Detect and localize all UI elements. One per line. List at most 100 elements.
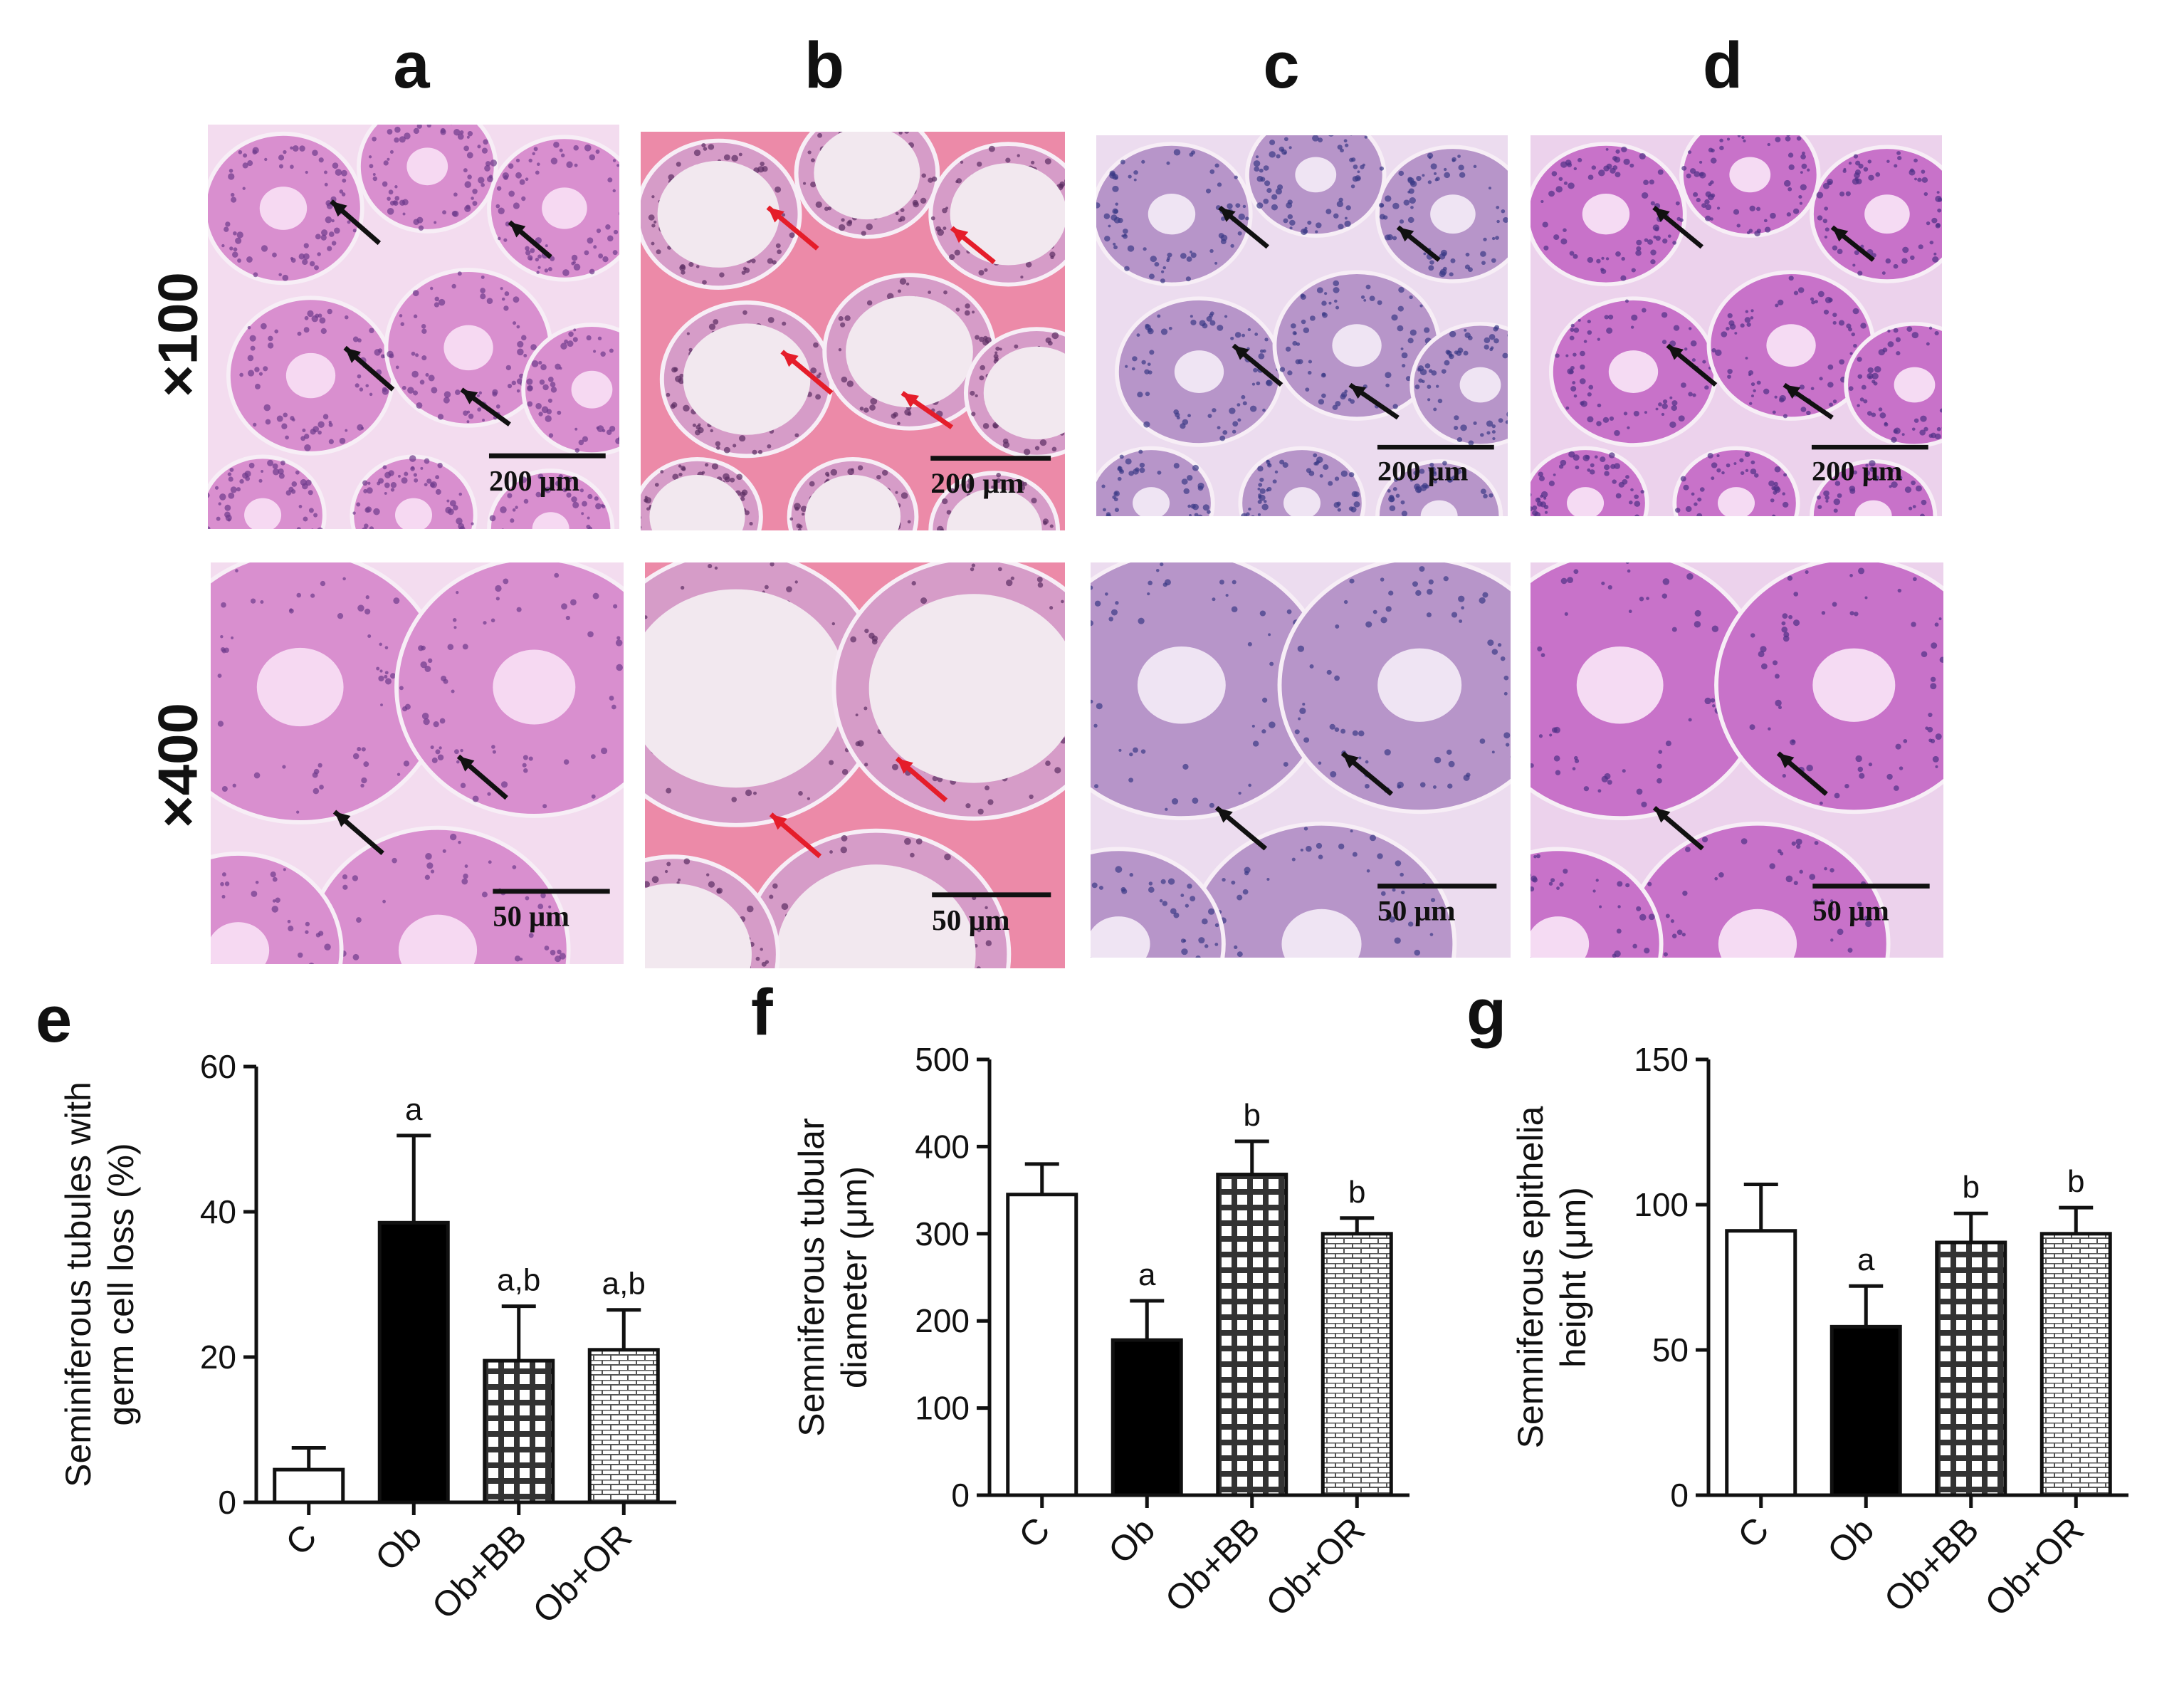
x-tick-label: Ob+BB: [1157, 1509, 1268, 1620]
scale-bar-label: 50 μm: [1812, 895, 1889, 927]
y-tick-label: 150: [1634, 1041, 1689, 1078]
x-tick-label: Ob: [367, 1517, 429, 1578]
bar-chart-f: 0 100 200 300 400 500 Semniferous tubulardiame…: [733, 1004, 1452, 1666]
micrograph-d-x400: 50 μm: [1531, 562, 1943, 958]
significance-label: a: [1138, 1257, 1156, 1292]
significance-label: b: [1244, 1098, 1261, 1133]
tissue-tubules: [641, 132, 1065, 530]
bar-Ob+BB: [1935, 1240, 2007, 1497]
arrow-icons: [330, 199, 552, 426]
x-tick-label: Ob+OR: [1978, 1509, 2091, 1623]
bar-Ob+OR: [2039, 1232, 2112, 1497]
arrow-icons: [1652, 206, 1875, 420]
tissue-tubules: [1091, 562, 1511, 958]
column-letter-a: a: [393, 29, 430, 102]
bar-C: [1725, 1229, 1797, 1497]
tissue-tubules: [645, 562, 1065, 968]
micrograph-c-x100: 200 μm: [1096, 135, 1508, 516]
bar-C: [273, 1467, 345, 1504]
micrograph-c-x400: 50 μm: [1091, 562, 1511, 958]
x-tick-label: C: [1730, 1509, 1776, 1556]
scale-bar: 200 μm: [1811, 444, 1928, 486]
arrow-icons: [1652, 751, 1828, 851]
scale-bar: 50 μm: [932, 892, 1051, 936]
y-tick-label: 400: [915, 1128, 970, 1165]
y-tick-label: 0: [218, 1484, 236, 1521]
y-axis-label: Semniferous epitheliaheight (μm): [1511, 1106, 1593, 1448]
bar-Ob+OR: [1321, 1232, 1393, 1497]
row-label-x400: ×400: [146, 703, 209, 828]
y-tick-label: 40: [200, 1193, 236, 1230]
x-tick-label: Ob+OR: [525, 1517, 639, 1630]
significance-label: b: [2067, 1164, 2084, 1199]
scale-bar-label: 50 μm: [1377, 895, 1455, 926]
scale-bar: 50 μm: [1812, 884, 1930, 927]
y-tick-label: 500: [915, 1041, 970, 1078]
bar-Ob+BB: [483, 1358, 555, 1504]
column-letter-c: c: [1263, 29, 1300, 102]
scale-bar-label: 200 μm: [930, 466, 1024, 498]
x-tick-label: C: [1011, 1509, 1057, 1556]
arrow-icons: [769, 756, 948, 859]
scale-bar: 50 μm: [493, 889, 610, 933]
x-tick-label: Ob+BB: [1876, 1509, 1987, 1620]
arrow-icons: [766, 205, 996, 429]
x-tick-label: Ob: [1101, 1509, 1162, 1571]
x-tick-label: Ob+BB: [424, 1517, 535, 1627]
scale-bar: 50 μm: [1377, 884, 1497, 926]
y-tick-label: 20: [200, 1339, 236, 1376]
micrograph-a-x100: 200 μm: [208, 125, 619, 529]
bar-Ob+BB: [1216, 1173, 1288, 1497]
significance-label: a,b: [602, 1267, 646, 1302]
tissue-tubules: [211, 562, 624, 964]
arrow-icons: [1214, 751, 1394, 851]
y-tick-label: 300: [915, 1215, 970, 1252]
column-letter-d: d: [1702, 29, 1743, 102]
y-tick-label: 60: [200, 1048, 236, 1085]
bar-Ob+OR: [587, 1348, 660, 1504]
bar-chart-e: 0 20 40 60 Seminiferous tubules withgerm cel…: [0, 1011, 733, 1666]
y-tick-label: 100: [1634, 1186, 1689, 1223]
bar-Ob: [1111, 1338, 1183, 1497]
micrograph-b-x100: 200 μm: [641, 132, 1065, 530]
tissue-tubules: [1531, 562, 1943, 958]
micrograph-a-x400: 50 μm: [211, 562, 624, 964]
arrow-icons: [332, 754, 508, 855]
scale-bar-label: 50 μm: [932, 904, 1009, 936]
bar-C: [1006, 1193, 1078, 1497]
x-tick-label: Ob+OR: [1259, 1509, 1372, 1623]
scale-bar-label: 200 μm: [1377, 456, 1468, 486]
scale-bar: 200 μm: [930, 456, 1051, 499]
scale-bar: 200 μm: [1377, 444, 1494, 486]
scale-bar-label: 200 μm: [489, 465, 579, 497]
y-axis-label: Seminiferous tubules withgerm cell loss …: [58, 1082, 141, 1487]
tissue-tubules: [1096, 135, 1508, 516]
y-axis-label: Semniferous tubulardiameter (μm): [792, 1118, 874, 1436]
row-label-x100: ×100: [146, 272, 209, 397]
y-tick-label: 100: [915, 1390, 970, 1427]
scale-bar-label: 50 μm: [493, 900, 569, 932]
bar-Ob: [377, 1220, 450, 1504]
y-tick-label: 0: [951, 1477, 970, 1514]
micrograph-b-x400: 50 μm: [645, 562, 1065, 968]
micrograph-d-x100: 200 μm: [1531, 135, 1942, 516]
bar-Ob: [1829, 1324, 1902, 1497]
panel-letter-e: e: [36, 983, 73, 1056]
panel-letter-f: f: [751, 976, 773, 1049]
y-tick-label: 50: [1652, 1331, 1689, 1368]
y-tick-label: 200: [915, 1302, 970, 1339]
significance-label: a: [1857, 1242, 1875, 1277]
x-tick-label: Ob: [1820, 1509, 1881, 1571]
significance-label: b: [1963, 1170, 1980, 1205]
significance-label: a,b: [497, 1263, 540, 1298]
x-tick-label: C: [278, 1517, 324, 1563]
significance-label: a: [405, 1092, 423, 1127]
scale-bar: 200 μm: [488, 453, 606, 497]
arrow-icons: [1218, 206, 1441, 420]
significance-label: b: [1348, 1175, 1365, 1210]
tissue-tubules: [208, 125, 619, 529]
column-letter-b: b: [804, 29, 845, 102]
bar-chart-g: 0 50 100 150 Semniferous epitheliaheight (μm…: [1452, 1004, 2171, 1666]
y-tick-label: 0: [1670, 1477, 1689, 1514]
scale-bar-label: 200 μm: [1812, 456, 1902, 486]
